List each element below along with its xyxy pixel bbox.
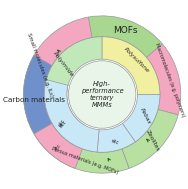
Wedge shape <box>89 16 162 57</box>
Wedge shape <box>102 37 160 94</box>
Text: Macromolecules (e.g. polymers): Macromolecules (e.g. polymers) <box>153 43 185 118</box>
Wedge shape <box>44 37 102 109</box>
Wedge shape <box>42 132 129 173</box>
Text: MOFs: MOFs <box>113 26 138 35</box>
Text: High-
performance
ternary
MMMs: High- performance ternary MMMs <box>81 81 124 108</box>
Text: etc: etc <box>58 119 68 129</box>
Wedge shape <box>122 109 178 168</box>
Wedge shape <box>44 80 99 152</box>
Wedge shape <box>34 123 82 168</box>
Text: Zeolites: Zeolites <box>145 129 161 152</box>
Wedge shape <box>46 104 84 145</box>
Wedge shape <box>24 55 58 145</box>
Text: Porous materials (e.g. MOFs): Porous materials (e.g. MOFs) <box>51 146 118 175</box>
Text: Carbon materials: Carbon materials <box>3 98 65 104</box>
Text: Polyimide: Polyimide <box>52 51 75 78</box>
Text: Small molecules (e.g. ILs): Small molecules (e.g. ILs) <box>26 33 54 98</box>
Wedge shape <box>146 44 181 115</box>
Text: Polysulfone: Polysulfone <box>123 46 150 74</box>
Text: etc: etc <box>54 143 62 152</box>
Text: Pebax: Pebax <box>139 108 152 126</box>
Text: etc: etc <box>58 118 66 127</box>
Circle shape <box>68 61 136 128</box>
Wedge shape <box>122 94 160 142</box>
Wedge shape <box>97 123 135 152</box>
Text: etc: etc <box>110 138 120 146</box>
Wedge shape <box>24 17 92 134</box>
